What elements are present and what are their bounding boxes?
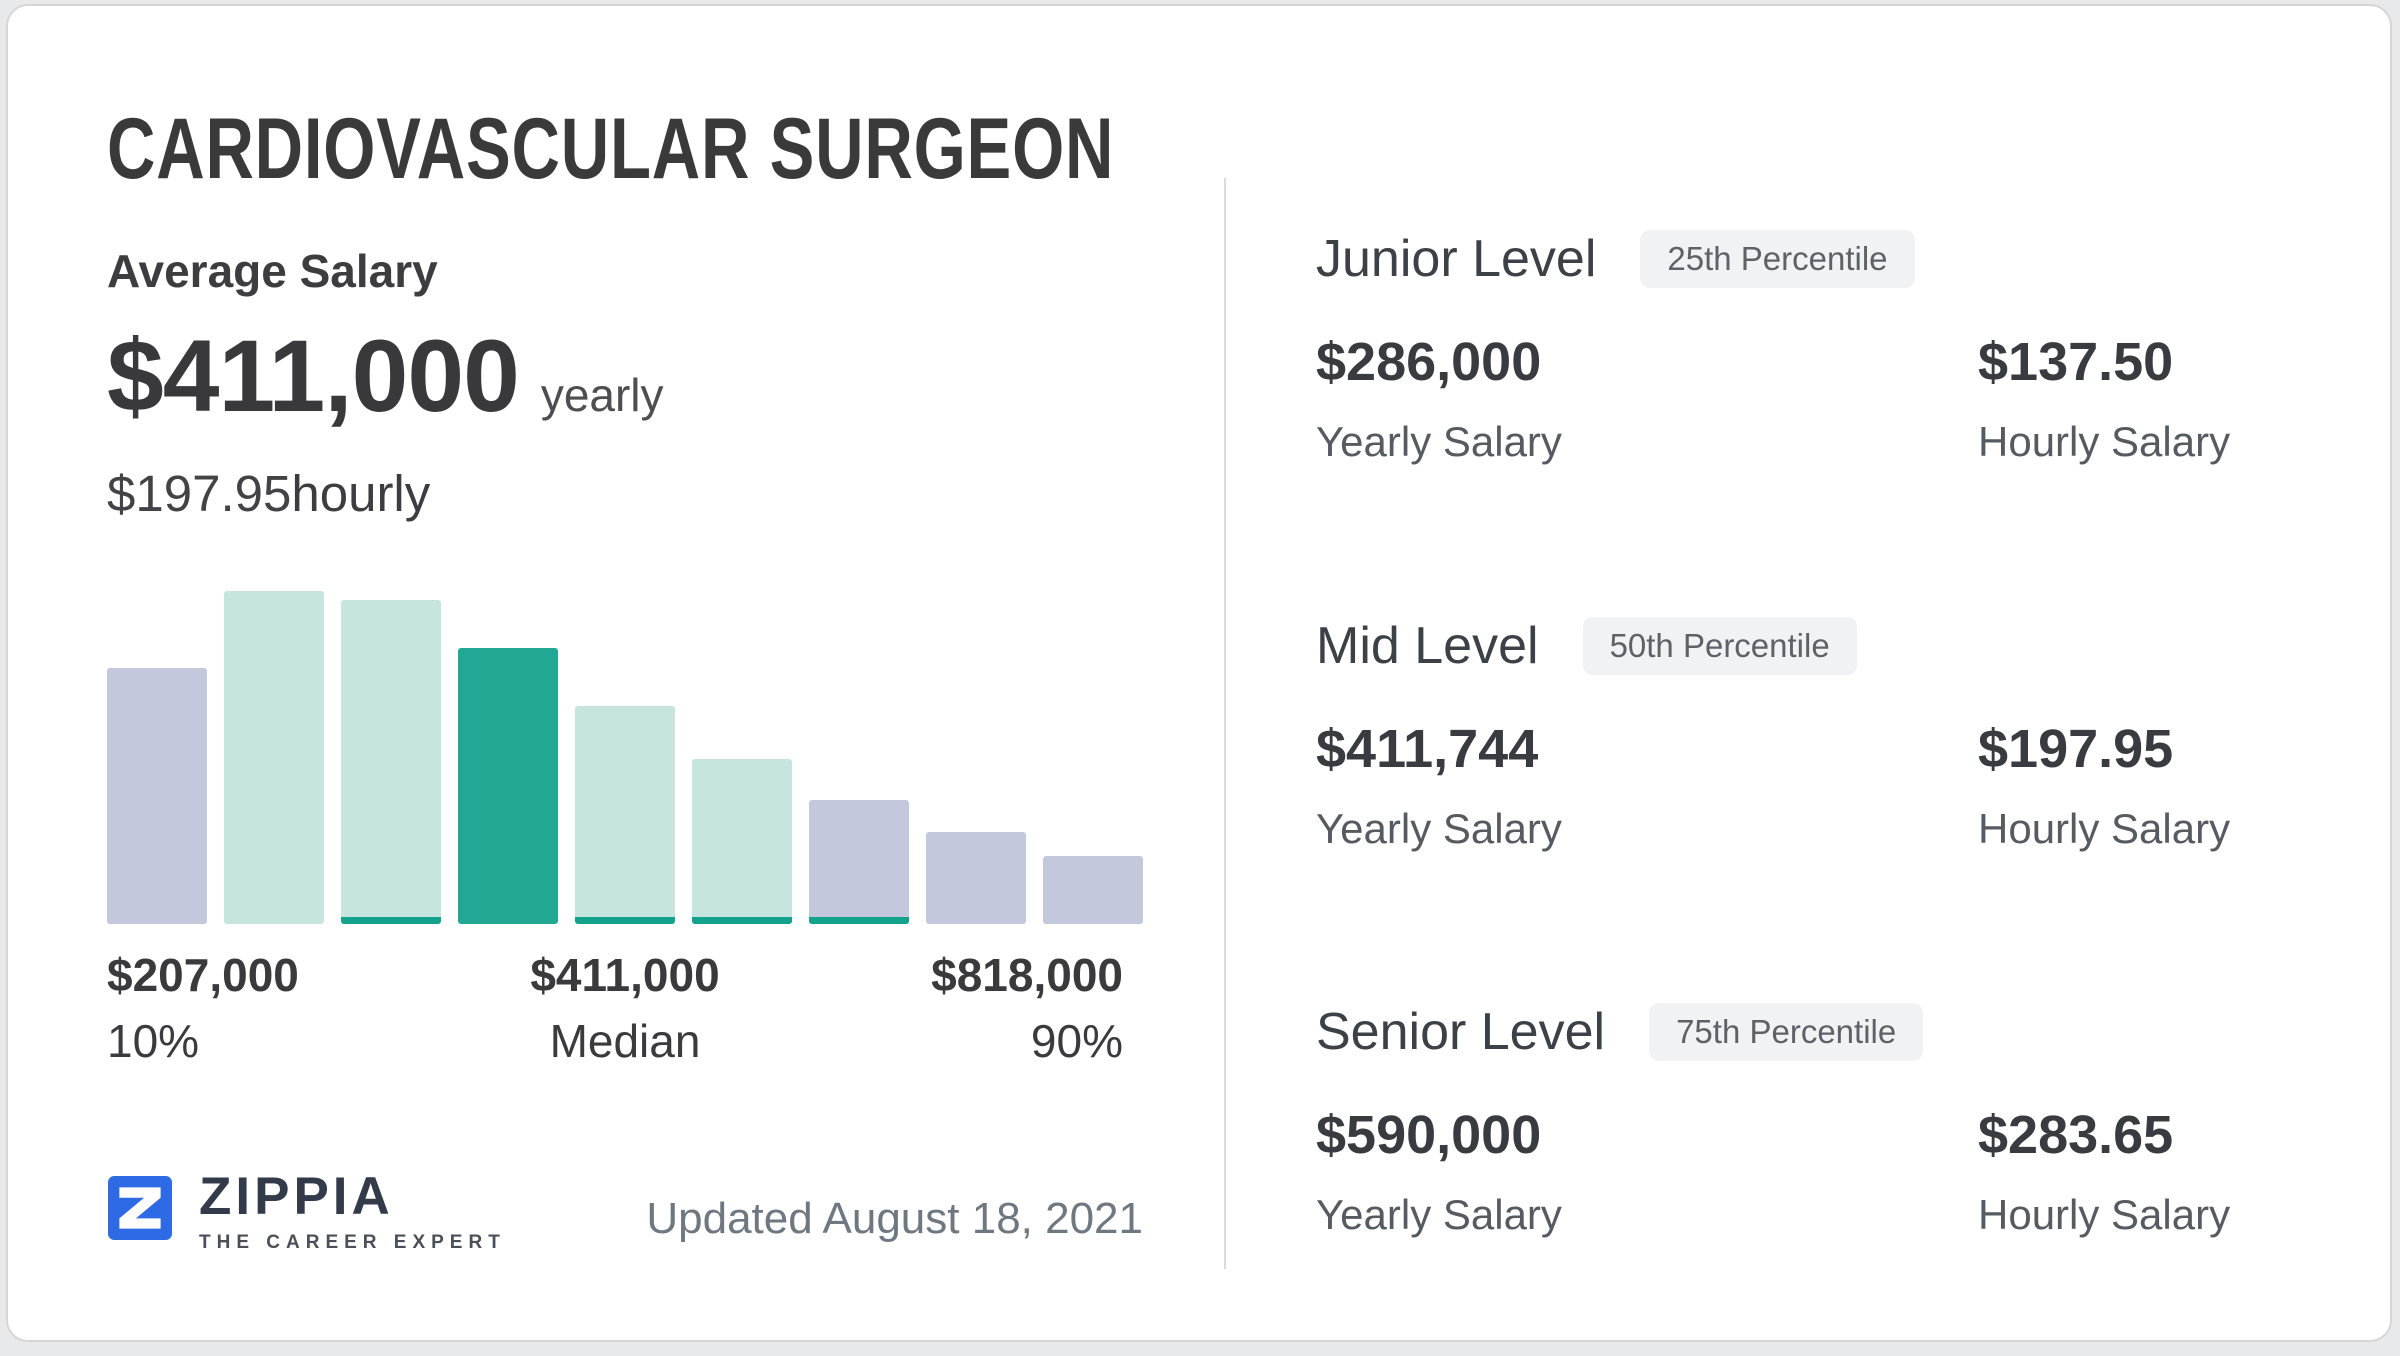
yearly-salary-column: $411,744 Yearly Salary <box>1316 717 1562 852</box>
average-hourly-unit: hourly <box>291 465 431 522</box>
average-yearly-row: $411,000 yearly <box>107 318 664 435</box>
salary-distribution-chart <box>107 584 1143 924</box>
histogram-bar-underline <box>809 917 909 924</box>
level-block-junior: Junior Level 25th Percentile $286,000 Ye… <box>1316 228 2316 528</box>
histogram-bar <box>692 759 792 924</box>
histogram-bar <box>458 648 558 924</box>
axis-value: $207,000 <box>107 949 299 1001</box>
hourly-salary-column: $197.95 Hourly Salary <box>1978 717 2230 852</box>
yearly-salary-amount: $590,000 <box>1316 1105 1542 1165</box>
level-name: Junior Level <box>1316 230 1597 288</box>
histogram-bar-underline <box>575 917 675 924</box>
yearly-salary-column: $590,000 Yearly Salary <box>1316 1103 1562 1238</box>
average-yearly-amount: $411,000 <box>107 319 520 433</box>
histogram-bar <box>809 800 909 924</box>
histogram-bar <box>575 706 675 924</box>
axis-label-90th-percentile: $818,000 90% <box>931 951 1123 1066</box>
zippia-tagline: THE CAREER EXPERT <box>199 1231 506 1253</box>
histogram-bar-underline <box>692 917 792 924</box>
level-block-mid: Mid Level 50th Percentile $411,744 Yearl… <box>1316 615 2316 915</box>
chart-axis-labels: $207,000 10% $411,000 Median $818,000 90… <box>107 951 1143 1071</box>
axis-sublabel: 10% <box>107 1015 200 1068</box>
zippia-logo-text: ZIPPIA THE CAREER EXPERT <box>199 1169 506 1254</box>
yearly-salary-column: $286,000 Yearly Salary <box>1316 330 1562 465</box>
level-header: Junior Level 25th Percentile <box>1316 228 2316 290</box>
vertical-divider <box>1224 178 1226 1269</box>
axis-label-median: $411,000 Median <box>107 951 1143 1066</box>
yearly-salary-label: Yearly Salary <box>1316 804 1562 852</box>
axis-value: $411,000 <box>530 949 720 1001</box>
histogram-bar <box>341 600 441 924</box>
axis-sublabel: Median <box>549 1015 701 1068</box>
percentile-badge: 25th Percentile <box>1640 230 1915 289</box>
updated-date: Updated August 18, 2021 <box>646 1194 1143 1243</box>
percentile-badge: 50th Percentile <box>1582 617 1857 676</box>
yearly-salary-amount: $286,000 <box>1316 332 1542 392</box>
hourly-salary-label: Hourly Salary <box>1978 1190 2231 1238</box>
hourly-salary-label: Hourly Salary <box>1978 804 2231 852</box>
hourly-salary-column: $283.65 Hourly Salary <box>1978 1103 2230 1238</box>
axis-label-10th-percentile: $207,000 10% <box>107 951 299 1066</box>
level-name: Senior Level <box>1316 1003 1606 1061</box>
histogram-bar <box>1043 856 1143 924</box>
level-name: Mid Level <box>1316 617 1539 675</box>
yearly-salary-amount: $411,744 <box>1316 719 1539 779</box>
yearly-salary-label: Yearly Salary <box>1316 1190 1562 1238</box>
hourly-salary-label: Hourly Salary <box>1978 417 2231 465</box>
salary-infographic-card: CARDIOVASCULAR SURGEON Average Salary $4… <box>6 4 2392 1342</box>
hourly-salary-column: $137.50 Hourly Salary <box>1978 330 2230 465</box>
yearly-salary-label: Yearly Salary <box>1316 417 1562 465</box>
average-salary-label: Average Salary <box>107 245 438 297</box>
histogram-bar <box>926 832 1026 924</box>
hourly-salary-amount: $197.95 <box>1978 719 2174 779</box>
axis-sublabel: 90% <box>1030 1015 1123 1068</box>
average-hourly-amount: $197.95 <box>107 465 292 522</box>
zippia-logo: ZIPPIA THE CAREER EXPERT <box>107 1169 506 1254</box>
zippia-brand-name: ZIPPIA <box>199 1167 394 1226</box>
level-block-senior: Senior Level 75th Percentile $590,000 Ye… <box>1316 1001 2316 1301</box>
average-yearly-unit: yearly <box>540 369 664 421</box>
zippia-z-icon <box>108 1176 172 1240</box>
page-title: CARDIOVASCULAR SURGEON <box>107 101 1115 197</box>
average-hourly-row: $197.95 hourly <box>107 465 431 522</box>
left-pane: CARDIOVASCULAR SURGEON Average Salary $4… <box>107 6 1143 1356</box>
histogram-bar <box>224 591 324 924</box>
hourly-salary-amount: $283.65 <box>1978 1105 2174 1165</box>
histogram-bar <box>107 668 207 924</box>
level-header: Mid Level 50th Percentile <box>1316 615 2316 677</box>
hourly-salary-amount: $137.50 <box>1978 332 2174 392</box>
axis-value: $818,000 <box>931 949 1123 1001</box>
histogram-bar-underline <box>341 917 441 924</box>
percentile-badge: 75th Percentile <box>1649 1003 1924 1062</box>
level-header: Senior Level 75th Percentile <box>1316 1001 2316 1063</box>
